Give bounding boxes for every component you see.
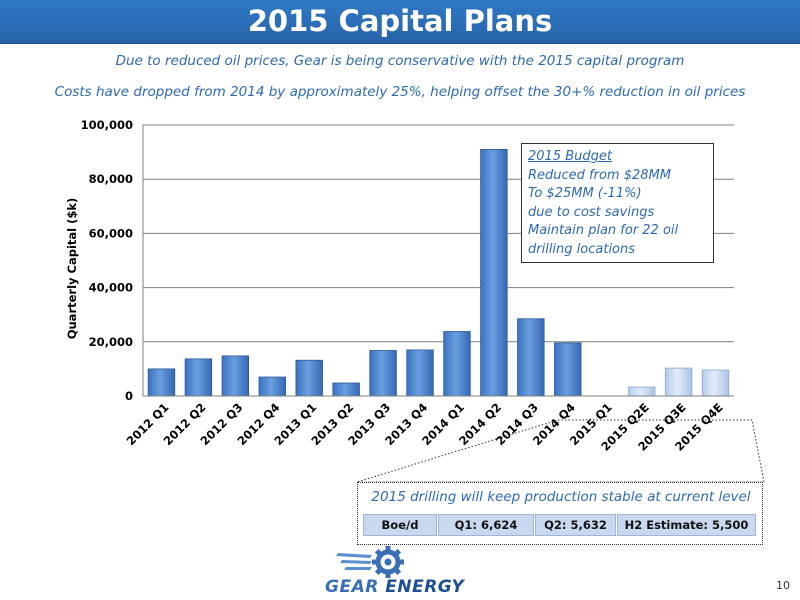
bar-2015-q2e — [627, 386, 656, 397]
bar-2015-q4e — [701, 369, 730, 397]
bar-2012-q1 — [147, 368, 176, 397]
y-tick-label: 60,000 — [89, 226, 133, 240]
bar-2013-q2 — [332, 382, 360, 397]
y-tick-label: 80,000 — [89, 172, 133, 186]
bar-2012-q3 — [221, 355, 250, 397]
slide-title: 2015 Capital Plans — [247, 4, 553, 38]
production-caption: 2015 drilling will keep production stabl… — [371, 489, 751, 505]
subtitle-2: Costs have dropped from 2014 by approxim… — [54, 84, 746, 100]
bar-2013-q3 — [369, 350, 397, 397]
bar-2014-q2 — [480, 148, 508, 397]
bar-2014-q4 — [554, 342, 582, 397]
bar-2013-q1 — [295, 359, 323, 397]
page-number: 10 — [776, 579, 790, 592]
budget-line: To $25MM (-11%) — [528, 186, 642, 201]
bar-2015-q3e — [664, 367, 693, 397]
logo-word-energy: ENERGY — [385, 577, 465, 597]
y-axis-label: Quarterly Capital ($k) — [65, 198, 79, 340]
production-cell-q2: Q2: 5,632 — [535, 514, 616, 536]
budget-line: due to cost savings — [528, 204, 655, 220]
bar-2013-q4 — [406, 349, 434, 397]
budget-note-box: 2015 Budget Reduced from $28MM To $25MM (-… — [521, 143, 714, 263]
bar-2014-q3 — [517, 318, 545, 397]
table-row: Boe/d Q1: 6,624 Q2: 5,632 H2 Estimate: 5… — [363, 514, 756, 536]
production-cell-q1: Q1: 6,624 — [438, 514, 534, 536]
production-cell-h2: H2 Estimate: 5,500 — [617, 514, 756, 536]
budget-title: 2015 Budget — [528, 149, 612, 164]
bar-2012-q2 — [184, 358, 213, 397]
chart-bars — [147, 148, 730, 397]
bar-2014-q1 — [443, 331, 471, 397]
production-cell-unit: Boe/d — [363, 514, 437, 536]
chart-axes — [142, 125, 734, 397]
budget-line: Reduced from $28MM — [528, 167, 671, 183]
logo-word-gear: GEAR — [325, 577, 379, 597]
y-tick-label: 40,000 — [89, 281, 133, 295]
y-tick-label: 20,000 — [89, 335, 133, 349]
production-table: Boe/d Q1: 6,624 Q2: 5,632 H2 Estimate: 5… — [362, 513, 757, 537]
budget-line: Maintain plan for 22 oil — [528, 223, 679, 238]
subtitle-1: Due to reduced oil prices, Gear is being… — [115, 53, 685, 69]
y-tick-label: 100,000 — [81, 118, 133, 132]
bar-2012-q4 — [258, 376, 286, 397]
gear-logo-icon — [336, 546, 404, 578]
budget-line: drilling locations — [528, 241, 636, 257]
title-bar: 2015 Capital Plans — [0, 0, 800, 44]
y-tick-label: 0 — [125, 389, 133, 403]
company-logo-text: GEAR ENERGY — [325, 577, 485, 597]
